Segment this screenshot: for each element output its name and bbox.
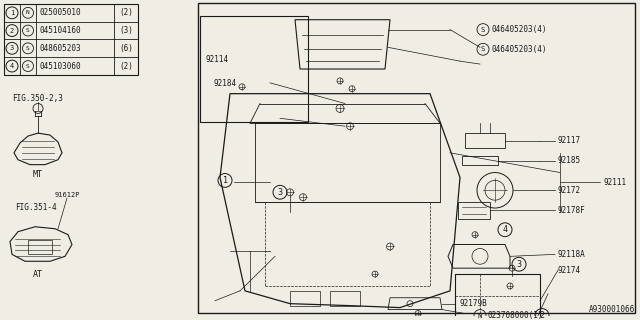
Text: 91612P: 91612P [54, 192, 80, 198]
Text: (2): (2) [119, 61, 133, 70]
Text: 2: 2 [540, 311, 545, 320]
Text: 023708000(1): 023708000(1) [488, 311, 543, 320]
Bar [200, 16, 308, 122]
Text: AT: AT [33, 269, 43, 279]
Text: 4: 4 [502, 225, 508, 234]
Text: 92185: 92185 [558, 156, 581, 165]
Text: S: S [26, 64, 30, 68]
Text: 92118A: 92118A [558, 250, 586, 259]
Text: 92114: 92114 [205, 55, 228, 64]
Text: 92174: 92174 [558, 266, 581, 275]
Text: 92179B: 92179B [460, 299, 488, 308]
Text: (6): (6) [119, 44, 133, 53]
Text: 92117: 92117 [558, 137, 581, 146]
Bar [255, 123, 440, 202]
Text: 045103060: 045103060 [39, 61, 81, 70]
Text: 3: 3 [516, 260, 522, 269]
Text: 1: 1 [223, 176, 227, 185]
Bar [4, 4, 138, 75]
Text: A930001066: A930001066 [589, 305, 635, 314]
Text: 045104160: 045104160 [39, 26, 81, 35]
Text: S: S [481, 46, 485, 52]
Text: 92178F: 92178F [558, 205, 586, 214]
Bar [455, 274, 540, 320]
Text: FIG.350-2,3: FIG.350-2,3 [13, 94, 63, 103]
Text: 046405203(4): 046405203(4) [491, 45, 547, 54]
Text: MT: MT [33, 170, 43, 179]
Text: 92111: 92111 [604, 178, 627, 187]
Text: N: N [26, 10, 30, 15]
Text: 048605203: 048605203 [39, 44, 81, 53]
Text: 3: 3 [278, 188, 282, 197]
Text: FIG.351-4: FIG.351-4 [15, 203, 57, 212]
Text: (3): (3) [119, 26, 133, 35]
Text: S: S [481, 27, 485, 33]
Text: 92184: 92184 [213, 79, 236, 88]
Text: 92172: 92172 [558, 186, 581, 195]
Text: 1: 1 [10, 10, 14, 16]
Text: S: S [26, 46, 30, 51]
Text: 4: 4 [10, 63, 14, 69]
Text: 2: 2 [10, 28, 14, 34]
Text: S: S [26, 28, 30, 33]
Text: 3: 3 [10, 45, 14, 51]
Text: 025005010: 025005010 [39, 8, 81, 17]
Text: N: N [478, 313, 482, 318]
Text: 046405203(4): 046405203(4) [491, 25, 547, 34]
Text: (2): (2) [119, 8, 133, 17]
Bar [198, 3, 635, 313]
